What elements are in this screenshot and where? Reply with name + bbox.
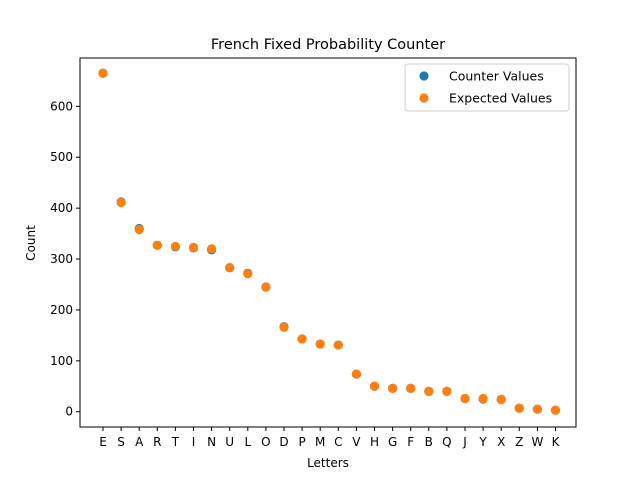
series-1-point [478, 393, 488, 404]
series-1-point [424, 386, 434, 396]
x-tick-label: G [388, 435, 397, 449]
x-tick-label: L [244, 435, 251, 449]
x-tick-label: J [462, 435, 467, 449]
legend-label: Counter Values [449, 69, 544, 84]
x-tick-label: O [261, 435, 270, 449]
series-1-point [152, 240, 162, 250]
x-tick-label: F [407, 435, 414, 449]
series-1-point [207, 244, 217, 254]
x-tick-label: E [99, 435, 107, 449]
x-tick-label: U [225, 435, 234, 449]
x-tick-label: T [171, 435, 180, 449]
x-tick-label: W [531, 435, 543, 449]
series-1-point [225, 263, 235, 273]
series-1-point [406, 383, 416, 393]
y-tick-label: 300 [50, 252, 73, 266]
plot-area [79, 57, 577, 428]
x-tick-label: S [117, 435, 125, 449]
legend-marker [419, 93, 429, 103]
series-1-point [460, 393, 470, 404]
y-tick-label: 100 [50, 354, 73, 368]
series-1-point [369, 381, 380, 391]
series-1-point [297, 334, 307, 344]
series-1-point [279, 322, 289, 332]
series-1-point [532, 404, 543, 414]
series-1-point [388, 383, 398, 393]
series-1-point [243, 269, 253, 279]
legend-marker [419, 71, 429, 81]
x-tick-label: P [298, 435, 305, 449]
y-tick-label: 500 [50, 150, 73, 164]
series-1-point [496, 394, 506, 405]
x-tick-label: M [315, 435, 325, 449]
series-1-point [514, 403, 524, 413]
series-1-point [134, 224, 144, 235]
series-1-point [333, 340, 343, 350]
x-tick-label: R [153, 435, 161, 449]
y-tick-label: 200 [50, 303, 73, 317]
data-points [98, 68, 561, 415]
chart-title: French Fixed Probability Counter [211, 37, 445, 53]
series-1-point [315, 339, 325, 349]
x-tick-label: A [135, 435, 144, 449]
x-tick-label: D [279, 435, 288, 449]
legend-box [404, 63, 570, 112]
y-tick-label: 600 [50, 99, 73, 113]
x-tick-label: V [352, 435, 361, 449]
x-axis-label: Letters [307, 456, 349, 470]
x-tick-label: Z [515, 435, 523, 449]
series-1-point [98, 68, 108, 78]
x-tick-label: B [425, 435, 433, 449]
series-1-point [261, 282, 271, 292]
x-tick-label: N [207, 435, 216, 449]
series-1-point [170, 241, 180, 251]
y-axis: 0 100 200 300 400 500 600 [50, 99, 80, 419]
series-1-point [116, 197, 126, 208]
y-axis-label: Count [24, 225, 38, 261]
y-tick-label: 400 [50, 201, 73, 215]
legend-label: Expected Values [449, 91, 552, 106]
series-1-point [188, 242, 199, 252]
series-1-point [442, 386, 452, 396]
series-1-point [550, 405, 561, 415]
x-tick-label: H [370, 435, 379, 449]
legend: Counter Values Expected Values [404, 63, 570, 112]
x-tick-label: X [497, 435, 505, 449]
x-tick-label: K [552, 435, 561, 449]
series-1-point [351, 369, 361, 379]
x-tick-label: Q [442, 435, 451, 449]
y-tick-label: 0 [65, 405, 73, 419]
x-tick-label: C [334, 435, 342, 449]
x-tick-label: I [192, 435, 196, 449]
x-tick-label: Y [478, 435, 487, 449]
